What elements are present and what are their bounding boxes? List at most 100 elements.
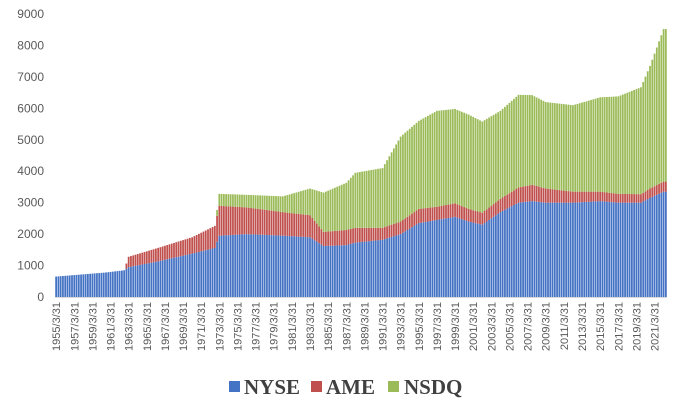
bar-nsdq-147 (388, 156, 391, 226)
bar-nyse-91 (261, 234, 264, 297)
bar-nyse-159 (415, 224, 418, 297)
bar-nyse-267 (660, 192, 663, 297)
bar-nyse-166 (431, 220, 434, 297)
bar-ame-118 (322, 231, 325, 247)
bar-nsdq-185 (474, 118, 477, 211)
bar-nyse-60 (191, 253, 194, 297)
bar-nsdq-207 (524, 94, 527, 187)
bar-nyse-140 (372, 240, 375, 297)
bar-ame-73 (220, 205, 223, 236)
bar-ame-103 (288, 212, 291, 237)
bar-nsdq-109 (302, 190, 305, 215)
bar-nyse-13 (84, 274, 87, 297)
bar-ame-97 (275, 211, 277, 236)
bar-ame-116 (318, 226, 320, 244)
bar-nyse-113 (311, 238, 314, 297)
bar-nyse-90 (259, 234, 262, 297)
x-tick-label: 2019/3/31 (631, 302, 643, 351)
bar-nyse-116 (318, 243, 320, 297)
bar-nsdq-101 (284, 195, 286, 213)
bar-ame-134 (358, 227, 361, 243)
bar-ame-130 (349, 228, 352, 244)
bar-nyse-175 (451, 217, 454, 297)
bar-ame-89 (256, 208, 259, 235)
legend-swatch-nyse (229, 381, 240, 392)
bar-nyse-71 (216, 241, 218, 297)
bar-nyse-181 (465, 220, 468, 297)
bar-ame-120 (327, 231, 330, 246)
bar-nsdq-93 (266, 195, 268, 211)
bar-nsdq-204 (517, 94, 520, 188)
bar-nyse-208 (526, 201, 529, 297)
bar-nyse-173 (447, 218, 450, 297)
x-tick-label: 2011/3/31 (559, 302, 571, 350)
x-tick-label: 1993/3/31 (396, 302, 408, 351)
bar-nyse-72 (218, 235, 221, 297)
bar-ame-40 (145, 251, 148, 264)
bar-ame-196 (499, 198, 502, 213)
bar-nyse-82 (241, 234, 243, 297)
x-tick-label: 1977/3/31 (251, 302, 263, 351)
bar-nyse-88 (254, 234, 257, 297)
bar-ame-135 (361, 227, 364, 242)
x-tick-label: 1987/3/31 (341, 302, 353, 351)
bar-ame-211 (533, 185, 536, 202)
x-tick-label: 2003/3/31 (486, 302, 498, 351)
bar-nsdq-229 (574, 104, 577, 192)
bar-ame-262 (649, 188, 651, 198)
bar-ame-232 (581, 191, 583, 203)
bar-ame-245 (610, 193, 613, 203)
bar-nsdq-242 (603, 97, 606, 193)
bar-ame-225 (565, 190, 568, 203)
bar-nyse-64 (200, 251, 203, 297)
bar-nyse-147 (388, 237, 391, 297)
bar-ame-260 (644, 191, 647, 201)
bar-nyse-66 (204, 250, 207, 297)
bar-nyse-179 (460, 219, 463, 297)
bar-nyse-74 (222, 235, 225, 297)
bar-ame-84 (245, 207, 248, 235)
x-tick-label: 2001/3/31 (468, 302, 480, 351)
bar-nsdq-190 (485, 118, 488, 210)
bar-ame-247 (615, 193, 617, 203)
bar-nyse-54 (177, 256, 180, 297)
bar-ame-79 (234, 206, 237, 235)
bar-nyse-31 (125, 268, 128, 297)
bar-ame-248 (617, 193, 620, 203)
x-tick-label: 1975/3/31 (233, 302, 245, 351)
bar-ame-133 (356, 227, 359, 243)
bar-nyse-73 (220, 235, 223, 297)
bar-nyse-209 (528, 201, 531, 297)
bar-nyse-102 (286, 235, 289, 297)
bar-ame-185 (474, 210, 477, 224)
y-axis-ticks: 0 1000 2000 3000 4000 5000 6000 7000 8000 9000 (17, 7, 44, 304)
bar-ame-183 (470, 209, 472, 223)
bar-nsdq-81 (238, 194, 241, 207)
bar-ame-78 (232, 206, 234, 235)
bar-nyse-112 (309, 237, 311, 297)
bar-nyse-137 (365, 241, 368, 297)
bar-nsdq-203 (515, 96, 518, 189)
bar-nyse-263 (651, 196, 654, 297)
bar-nsdq-263 (651, 59, 654, 188)
bar-nsdq-96 (272, 195, 275, 211)
bar-nsdq-99 (279, 196, 282, 212)
bar-nyse-197 (501, 210, 504, 297)
bar-nyse-42 (150, 262, 153, 297)
bar-ame-154 (404, 218, 407, 232)
bar-nyse-150 (395, 235, 398, 297)
bar-nsdq-107 (297, 191, 300, 214)
bar-ame-152 (399, 221, 402, 235)
bar-nsdq-268 (662, 29, 665, 182)
bar-nsdq-183 (470, 115, 472, 210)
bar-nyse-196 (499, 212, 502, 297)
bar-nyse-192 (490, 218, 493, 297)
y-tick-label: 6000 (17, 101, 44, 115)
bar-nyse-215 (542, 202, 545, 297)
bar-nsdq-163 (424, 117, 427, 209)
bar-ame-127 (343, 230, 345, 246)
bar-nyse-170 (440, 219, 443, 297)
bar-nsdq-208 (526, 95, 529, 186)
bar-ame-151 (397, 222, 400, 235)
bar-nsdq-205 (519, 94, 522, 188)
